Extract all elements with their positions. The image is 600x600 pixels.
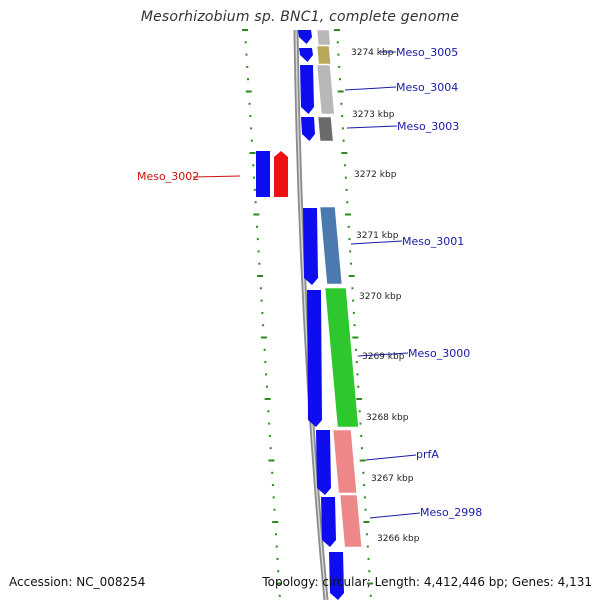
cds-arrow[interactable] (299, 48, 313, 62)
cds-arrow[interactable] (321, 497, 336, 547)
gene-block-meso-3003[interactable] (317, 116, 334, 142)
gene-label-meso-3000[interactable]: Meso_3000 (408, 347, 470, 360)
label-leaders (192, 51, 421, 519)
map-title: Mesorhizobium sp. BNC1, complete genome (140, 9, 460, 25)
tick-label: 3268 kbp (366, 413, 409, 423)
gene-label-meso-3001[interactable]: Meso_3001 (402, 235, 464, 248)
gene-label-prfa[interactable]: prfA (416, 448, 439, 461)
gene-block-prfa[interactable] (332, 429, 357, 494)
tick-label: 3267 kbp (371, 474, 414, 484)
tick-label: 3274 kbp (351, 48, 394, 58)
gene-block-meso-3001[interactable] (319, 206, 343, 285)
gene-block-meso-3002[interactable] (274, 151, 288, 197)
tick-label: 3266 kbp (377, 534, 420, 544)
cds-arrow[interactable] (300, 65, 314, 114)
accession-text: Accession: NC_008254 (9, 575, 146, 589)
gene-block-meso-3004[interactable] (316, 64, 335, 115)
cds-arrow[interactable] (303, 208, 318, 285)
tick-label: 3269 kbp (362, 352, 405, 362)
gene-label-meso-3004[interactable]: Meso_3004 (396, 81, 458, 94)
topology-text: Topology: circular; Length: 4,412,446 bp… (262, 575, 592, 589)
leader-line-prfa (365, 454, 417, 461)
cds-arrow[interactable] (329, 552, 344, 600)
leader-line-meso-3000 (357, 352, 409, 357)
leader-line-meso-3001 (350, 240, 403, 245)
gene-block-meso-3005[interactable] (316, 45, 331, 65)
leader-line-meso-3003 (346, 125, 398, 129)
cds-arrow[interactable] (307, 290, 322, 427)
gene-block-meso-3000[interactable] (324, 287, 359, 428)
gene-label-meso-3003[interactable]: Meso_3003 (397, 120, 459, 133)
gene-label-meso-3005[interactable]: Meso_3005 (396, 46, 458, 59)
genome-backbone-highlight (295, 29, 327, 600)
gene-label-meso-3002[interactable]: Meso_3002 (137, 170, 199, 183)
cds-arrow[interactable] (316, 430, 331, 495)
cds-track (298, 30, 344, 600)
gene-block-upper[interactable] (316, 29, 331, 46)
tick-labels: 3274 kbp 3273 kbp 3272 kbp 3271 kbp 3270… (351, 48, 420, 544)
gene-block-meso-2998[interactable] (339, 494, 363, 548)
leader-line-meso-3002 (192, 175, 241, 178)
leader-line-meso-3004 (344, 86, 397, 91)
feature-track (316, 29, 363, 548)
cds-arrow[interactable] (301, 117, 315, 141)
cds-left-block[interactable] (256, 151, 270, 197)
tick-label: 3273 kbp (352, 110, 395, 120)
tick-label: 3271 kbp (356, 231, 399, 241)
tick-label: 3272 kbp (354, 170, 397, 180)
gene-labels: Meso_3005 Meso_3004 Meso_3003 Meso_3002 … (137, 46, 482, 519)
cds-arrow[interactable] (298, 30, 312, 44)
tick-marks (242, 29, 374, 597)
gene-label-meso-2998[interactable]: Meso_2998 (420, 506, 482, 519)
leader-line-meso-2998 (369, 512, 421, 519)
tick-label: 3270 kbp (359, 292, 402, 302)
